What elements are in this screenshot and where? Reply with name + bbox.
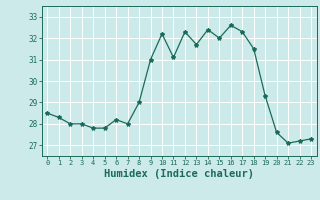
X-axis label: Humidex (Indice chaleur): Humidex (Indice chaleur) [104,169,254,179]
